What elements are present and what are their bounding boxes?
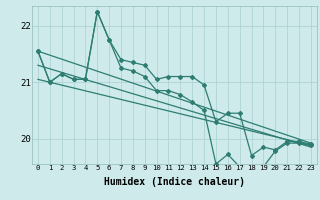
X-axis label: Humidex (Indice chaleur): Humidex (Indice chaleur) — [104, 177, 245, 187]
